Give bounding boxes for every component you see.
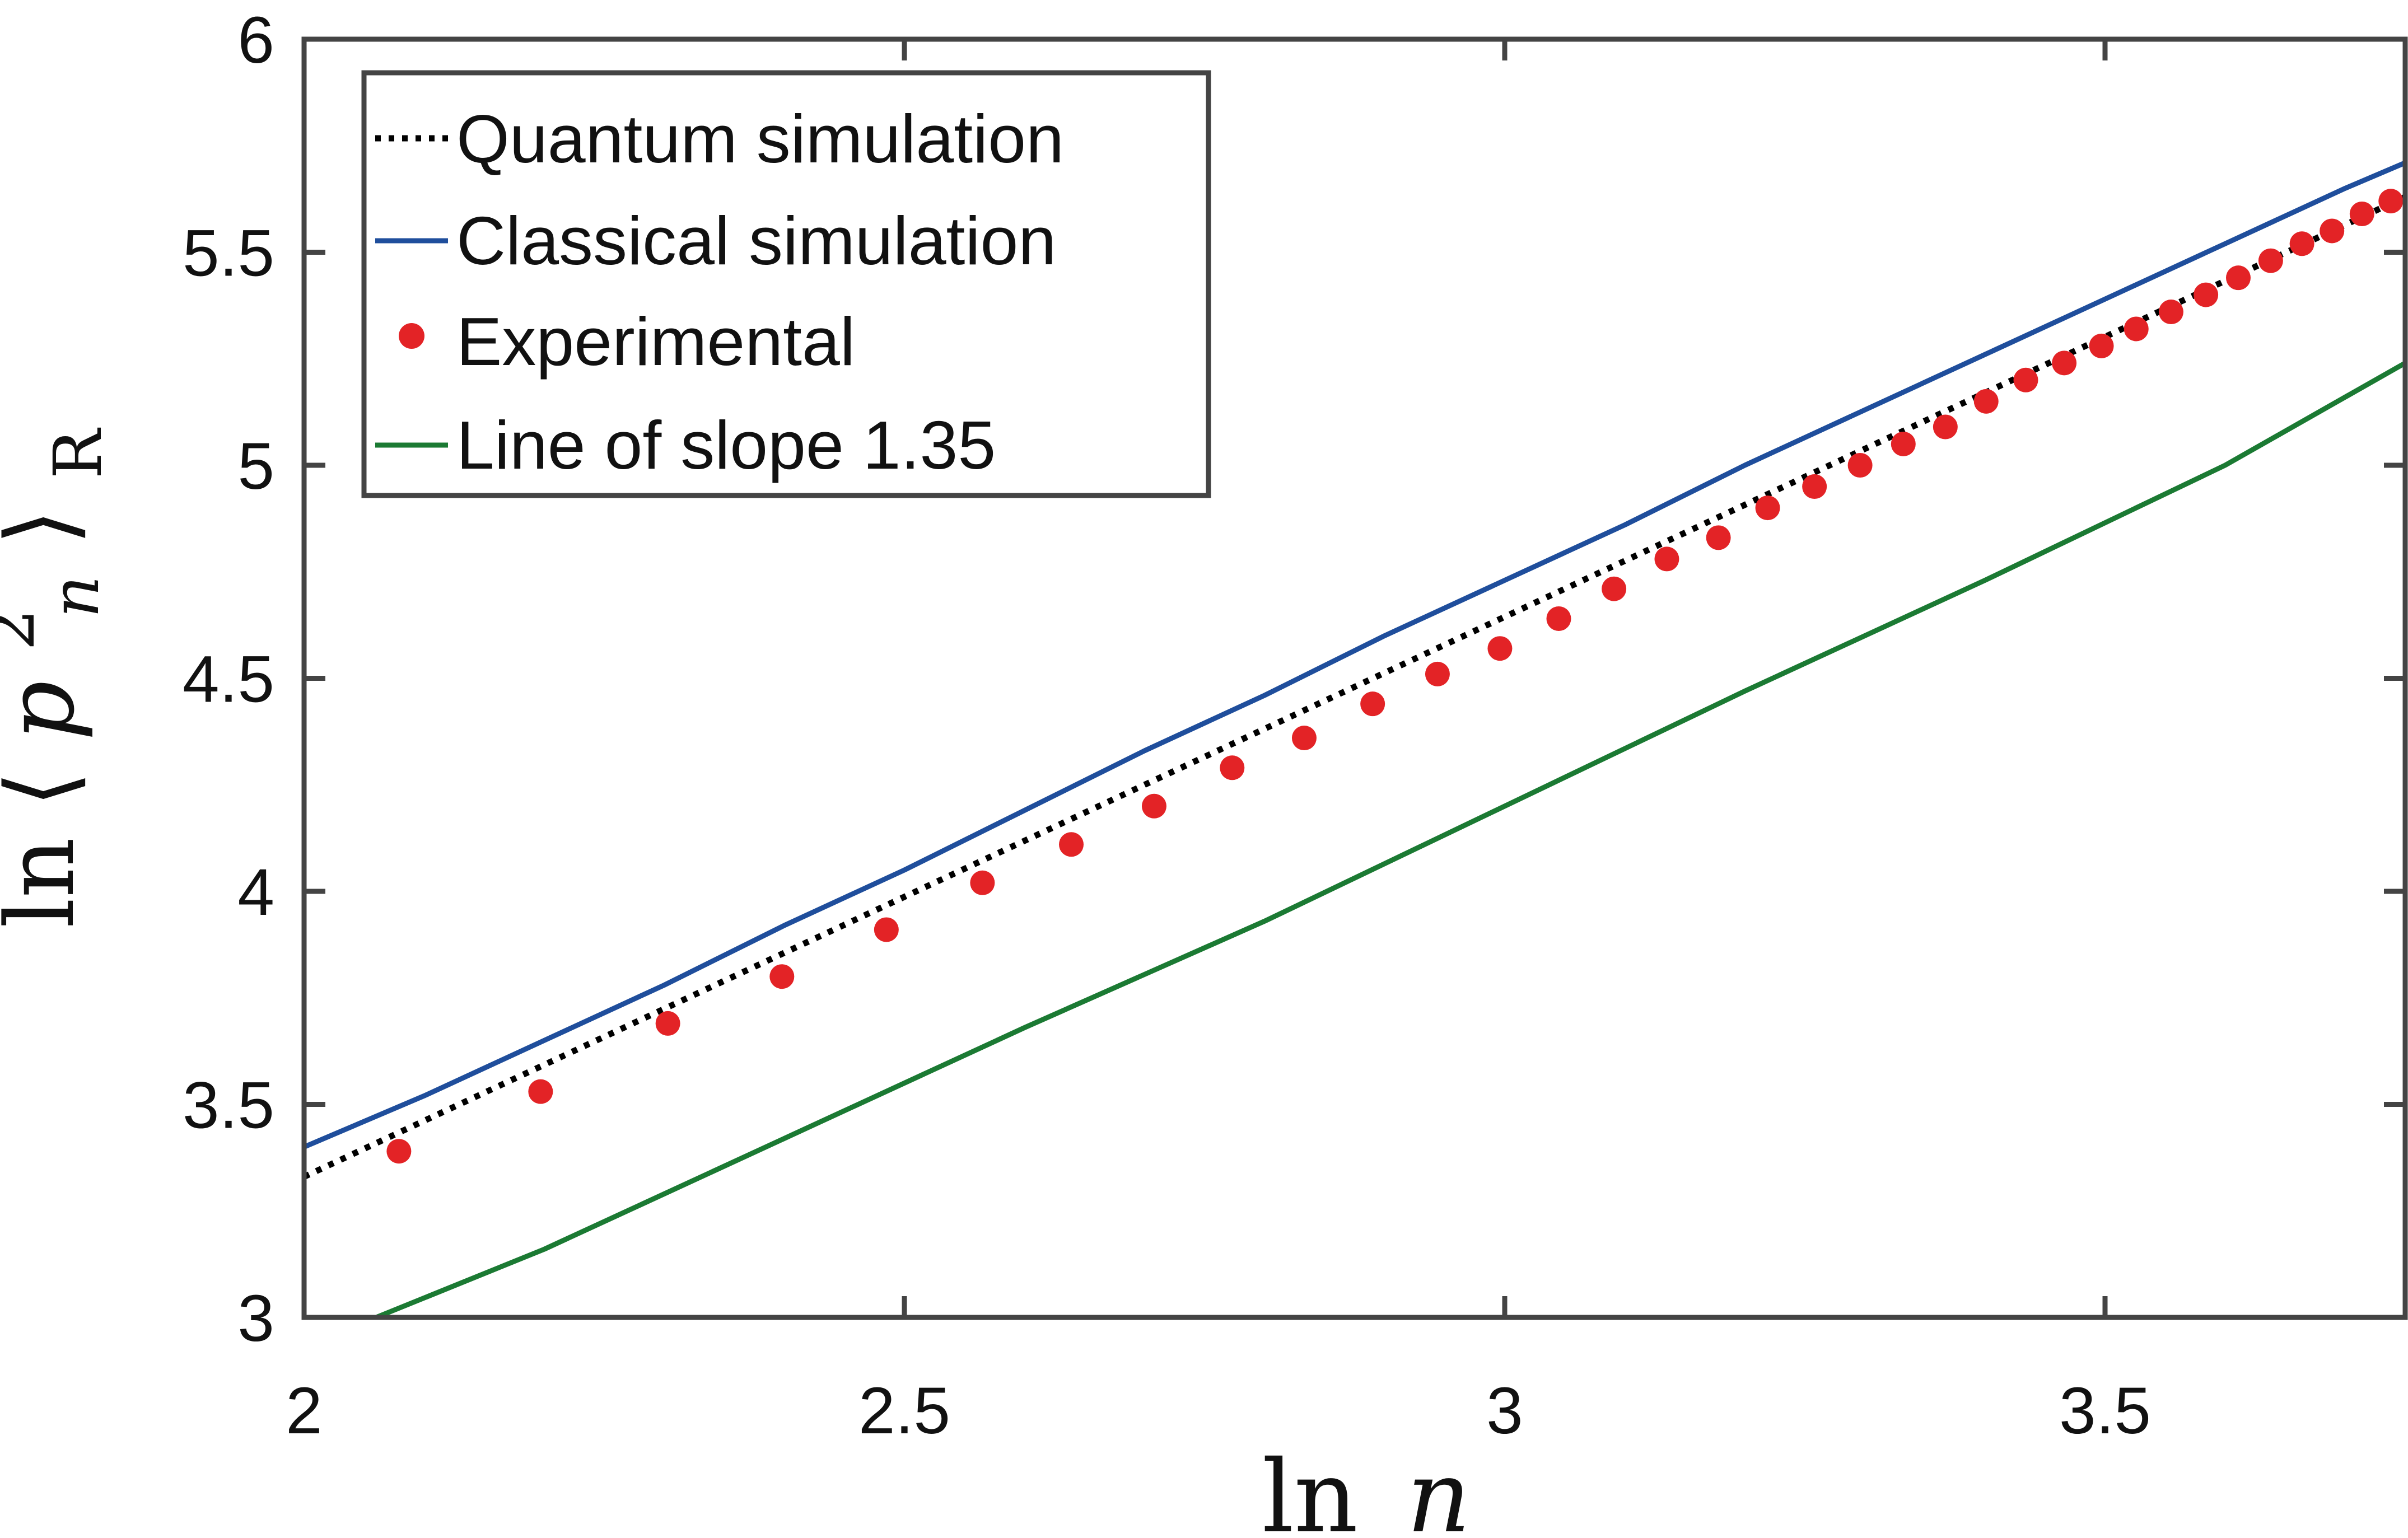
legend-item-experimental: Experimental — [399, 303, 855, 380]
data-point — [1425, 661, 1450, 686]
data-point — [1220, 755, 1245, 780]
legend-box — [361, 70, 1211, 498]
data-point — [1360, 691, 1385, 717]
y-tick-label: 6 — [237, 3, 274, 77]
data-point — [655, 1011, 680, 1036]
series-layer — [302, 160, 2407, 1320]
data-point — [386, 1139, 412, 1164]
data-point — [2225, 265, 2251, 291]
data-point — [1755, 495, 1780, 521]
y-axis-label-base: p — [0, 681, 95, 741]
data-point — [1654, 546, 1679, 572]
x-tick-label: 3 — [1486, 1374, 1523, 1448]
data-point — [1487, 636, 1513, 661]
y-tick-label: 4.5 — [183, 643, 274, 717]
data-point — [1059, 832, 1084, 857]
legend-swatch-experimental — [399, 323, 424, 349]
data-point — [1802, 474, 1827, 499]
legend-label-quantum: Quantum simulation — [456, 101, 1064, 177]
legend-label-slope: Line of slope 1.35 — [456, 407, 996, 483]
y-axis-label-fn: ln — [0, 838, 95, 928]
ticks-layer: 2 2.5 3 3.5 3 3.5 4 4.5 5 5.5 6 — [183, 3, 2405, 1448]
series-line-line-of-slope-1-35 — [375, 361, 2407, 1320]
data-point — [528, 1079, 553, 1104]
data-point — [1706, 525, 1731, 550]
series-experimental — [386, 189, 2404, 1164]
data-point — [2089, 333, 2114, 358]
y-tick-label: 4 — [237, 856, 274, 929]
data-point — [2052, 350, 2077, 376]
svg-text:ln n: ln n — [1262, 1439, 1471, 1538]
data-point — [2158, 300, 2183, 325]
svg-text:ln ⟨ p 2: ln ⟨ p 2 n ⟩ R — [0, 427, 120, 928]
legend-item-classical: Classical simulation — [375, 203, 1056, 279]
data-point — [1973, 389, 1999, 414]
x-axis-label: ln n — [1262, 1439, 1471, 1538]
legend-item-quantum: Quantum simulation — [375, 101, 1064, 177]
data-point — [1546, 606, 1571, 631]
data-point — [2349, 202, 2374, 227]
data-point — [1891, 431, 1916, 456]
legend-item-slope: Line of slope 1.35 — [375, 407, 996, 483]
data-point — [2013, 367, 2038, 392]
x-axis-label-var: n — [1407, 1439, 1471, 1538]
data-point — [2258, 248, 2283, 273]
x-tick-label: 3.5 — [2059, 1374, 2151, 1448]
legend-label-classical: Classical simulation — [456, 203, 1056, 279]
y-tick-label: 5.5 — [183, 217, 274, 291]
data-point — [1602, 576, 1627, 601]
data-point — [1847, 453, 1873, 478]
data-point — [2378, 189, 2404, 214]
data-point — [2320, 218, 2345, 244]
y-axis-label-sub: n — [36, 576, 114, 618]
data-point — [2289, 231, 2314, 256]
y-tick-label: 3 — [237, 1282, 274, 1355]
legend: Quantum simulation Classical simulation … — [361, 70, 1211, 498]
x-tick-label: 2.5 — [858, 1374, 950, 1448]
legend-label-experimental: Experimental — [456, 303, 855, 380]
data-point — [2194, 282, 2219, 307]
series-line-classical-simulation — [303, 160, 2406, 1149]
y-axis-label-sup: 2 — [0, 609, 49, 651]
y-tick-label: 3.5 — [183, 1069, 274, 1143]
y-axis-label-open: ⟨ — [0, 771, 95, 808]
x-tick-label: 2 — [286, 1374, 323, 1448]
y-axis-label-outer-sub: R — [39, 427, 116, 479]
series-line-quantum-simulation — [302, 194, 2407, 1180]
data-point — [970, 870, 995, 895]
data-point — [2124, 316, 2149, 342]
data-point — [1291, 726, 1317, 751]
y-axis-label: ln ⟨ p 2 n ⟩ R — [0, 427, 120, 928]
y-tick-label: 5 — [237, 429, 274, 503]
data-point — [1141, 793, 1166, 819]
data-point — [769, 964, 795, 989]
x-axis-label-fn: ln — [1262, 1439, 1359, 1538]
data-point — [874, 917, 899, 942]
data-point — [1933, 414, 1958, 440]
y-axis-label-close: ⟩ — [0, 509, 95, 546]
